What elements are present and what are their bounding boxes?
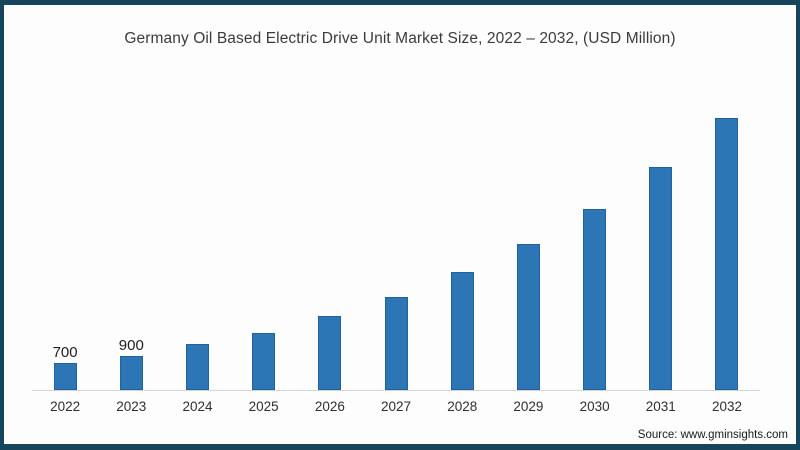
- x-tick-2023: 2023: [116, 399, 147, 414]
- bar-column-2027: [363, 297, 429, 390]
- bar-2024: [185, 344, 209, 390]
- bar-column-2029: [495, 244, 561, 390]
- source-attribution: Source: www.gminsights.com: [637, 429, 788, 441]
- bar-2026: [318, 316, 342, 390]
- bar-2022: [53, 363, 77, 390]
- bar-value-label-2022: 700: [52, 344, 78, 361]
- x-tick-2025: 2025: [248, 399, 279, 414]
- bar-2032: [715, 118, 739, 390]
- x-tick-2030: 2030: [579, 399, 610, 414]
- plot-area: 700 900: [32, 112, 760, 391]
- bar-column-2031: [628, 167, 694, 390]
- bar-column-2023: 900: [98, 338, 164, 390]
- x-axis-labels: 2022 2023 2024 2025 2026 2027 2028 2029 2030 2031…: [32, 399, 760, 414]
- x-tick-2031: 2031: [645, 399, 676, 414]
- x-tick-2024: 2024: [182, 399, 213, 414]
- bar-2029: [516, 244, 540, 390]
- bar-column-2024: [164, 344, 230, 390]
- bar-2031: [649, 167, 673, 390]
- bar-value-label-2023: 900: [118, 337, 144, 354]
- bar-column-2032: [694, 118, 760, 390]
- bar-column-2026: [297, 316, 363, 390]
- x-tick-2026: 2026: [314, 399, 345, 414]
- bar-column-2028: [429, 272, 495, 390]
- x-tick-2022: 2022: [50, 399, 81, 414]
- bar-2027: [384, 297, 408, 390]
- bar-2028: [450, 272, 474, 390]
- bar-2025: [252, 333, 276, 390]
- x-tick-2027: 2027: [381, 399, 412, 414]
- bar-2023: [119, 356, 143, 390]
- x-tick-2028: 2028: [447, 399, 478, 414]
- bar-column-2030: [562, 209, 628, 390]
- bar-2030: [583, 209, 607, 390]
- x-tick-2032: 2032: [711, 399, 742, 414]
- bar-column-2025: [231, 333, 297, 390]
- bar-column-2022: 700: [32, 345, 98, 390]
- x-tick-2029: 2029: [513, 399, 544, 414]
- chart-title: Germany Oil Based Electric Drive Unit Ma…: [124, 30, 676, 47]
